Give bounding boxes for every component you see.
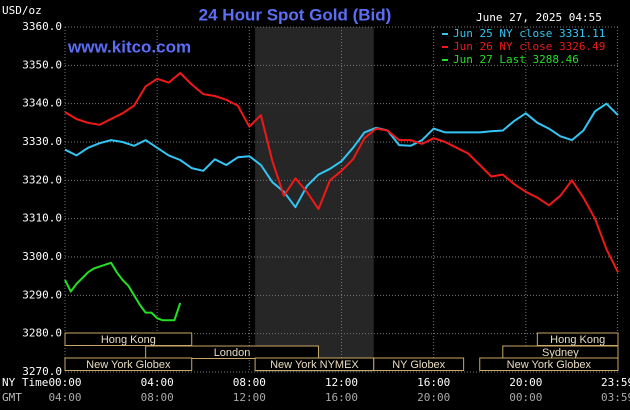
x2-tick-label: 00:00 — [509, 391, 542, 404]
session-label: New York Globex — [86, 359, 171, 371]
series-line — [64, 72, 619, 273]
session-label: London — [214, 347, 251, 359]
legend-label: Jun 26 NY close 3326.49 — [453, 40, 605, 53]
session-box — [64, 357, 193, 371]
session-box — [373, 357, 465, 371]
legend-label: Jun 25 NY close 3331.11 — [453, 27, 605, 40]
y-tick-label: 3300.0 — [22, 250, 62, 263]
session-label: Hong Kong — [101, 334, 156, 346]
x2-row-label: GMT — [2, 391, 22, 404]
x-tick-label: 12:00 — [325, 376, 358, 389]
x-tick-label: 08:00 — [233, 376, 266, 389]
x2-tick-label: 12:00 — [233, 391, 266, 404]
x-tick-label: 04:00 — [141, 376, 174, 389]
session-label: NY Globex — [392, 359, 445, 371]
y-tick-label: 3350.0 — [22, 58, 62, 71]
y-unit: USD/oz — [2, 4, 42, 17]
x-tick-label: 00:00 — [48, 376, 81, 389]
x2-tick-label: 20:00 — [417, 391, 450, 404]
chart-title: 24 Hour Spot Gold (Bid) — [199, 5, 392, 24]
y-tick-label: 3360.0 — [22, 20, 62, 33]
session-label: Sydney — [542, 347, 579, 359]
nymex-shade — [255, 27, 374, 372]
x2-tick-label: 04:00 — [48, 391, 81, 404]
session-label: New York Globex — [507, 359, 592, 371]
session-label: Hong Kong — [550, 334, 605, 346]
y-tick-label: 3340.0 — [22, 97, 62, 110]
series-line — [64, 102, 619, 209]
session-box — [479, 357, 619, 371]
legend-label: Jun 27 Last 3288.46 — [453, 53, 579, 66]
y-tick-label: 3280.0 — [22, 327, 62, 340]
series-line — [64, 261, 182, 322]
y-tick-label: 3320.0 — [22, 173, 62, 186]
x-tick-label: 16:00 — [417, 376, 450, 389]
x2-tick-label: 16:00 — [325, 391, 358, 404]
y-tick-label: 3330.0 — [22, 135, 62, 148]
y-tick-label: 3270.0 — [22, 365, 62, 378]
session-label: New York NYMEX — [270, 359, 359, 371]
x-tick-label: 23:59 — [601, 376, 630, 389]
y-tick-label: 3290.0 — [22, 288, 62, 301]
x-row-label: NY Time — [2, 376, 48, 389]
x2-tick-label: 08:00 — [141, 391, 174, 404]
x2-tick-label: 03:59 — [601, 391, 630, 404]
y-tick-label: 3310.0 — [22, 212, 62, 225]
session-box — [145, 345, 319, 359]
timestamp: June 27, 2025 04:55 — [476, 11, 602, 24]
x-tick-label: 20:00 — [509, 376, 542, 389]
source: www.kitco.com — [67, 37, 191, 56]
session-box — [64, 332, 193, 346]
